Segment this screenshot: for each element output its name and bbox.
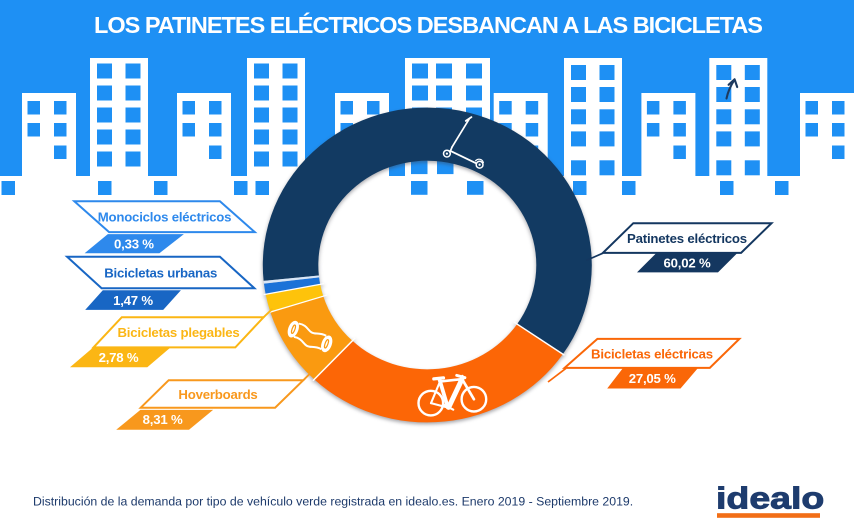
svg-text:27,05 %: 27,05 %: [629, 371, 676, 386]
svg-text:Hoverboards: Hoverboards: [178, 387, 257, 402]
svg-text:60,02 %: 60,02 %: [664, 255, 711, 270]
svg-text:Monociclos eléctricos: Monociclos eléctricos: [98, 210, 232, 225]
svg-text:Bicicletas plegables: Bicicletas plegables: [117, 325, 239, 340]
svg-text:1,47 %: 1,47 %: [113, 293, 153, 308]
svg-text:Distribución de la demanda por: Distribución de la demanda por tipo de v…: [33, 495, 633, 509]
svg-text:8,31 %: 8,31 %: [143, 412, 183, 427]
svg-text:0,33 %: 0,33 %: [114, 237, 154, 252]
svg-text:idealo: idealo: [716, 481, 824, 515]
svg-text:2,78 %: 2,78 %: [99, 350, 139, 365]
svg-text:Patinetes eléctricos: Patinetes eléctricos: [627, 231, 747, 246]
svg-text:Bicicletas eléctricas: Bicicletas eléctricas: [591, 346, 713, 361]
svg-text:Bicicletas urbanas: Bicicletas urbanas: [104, 266, 217, 281]
svg-text:LOS PATINETES ELÉCTRICOS DESBA: LOS PATINETES ELÉCTRICOS DESBANCAN A LAS…: [94, 11, 762, 38]
